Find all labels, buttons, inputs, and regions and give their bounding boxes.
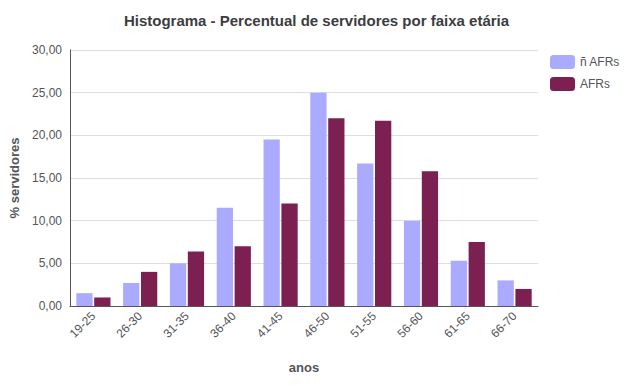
svg-text:anos: anos	[289, 360, 319, 375]
svg-text:30,00: 30,00	[32, 43, 62, 57]
svg-text:0,00: 0,00	[39, 299, 63, 313]
svg-text:AFRs: AFRs	[580, 77, 610, 91]
svg-text:61-65: 61-65	[441, 309, 473, 341]
svg-text:% servidores: % servidores	[7, 138, 22, 219]
svg-text:5,00: 5,00	[39, 256, 63, 270]
svg-text:46-50: 46-50	[301, 309, 333, 341]
svg-text:31-35: 31-35	[160, 309, 192, 341]
svg-text:15,00: 15,00	[32, 171, 62, 185]
svg-text:10,00: 10,00	[32, 214, 62, 228]
svg-text:ñ AFRs: ñ AFRs	[580, 55, 619, 69]
svg-text:56-60: 56-60	[394, 309, 426, 341]
svg-text:19-25: 19-25	[67, 309, 99, 341]
svg-text:20,00: 20,00	[32, 128, 62, 142]
svg-text:36-40: 36-40	[207, 309, 239, 341]
svg-text:41-45: 41-45	[254, 309, 286, 341]
svg-text:25,00: 25,00	[32, 86, 62, 100]
svg-text:66-70: 66-70	[488, 309, 520, 341]
svg-text:51-55: 51-55	[348, 309, 380, 341]
svg-text:Histograma - Percentual de ser: Histograma - Percentual de servidores po…	[124, 12, 510, 29]
svg-text:26-30: 26-30	[114, 309, 146, 341]
